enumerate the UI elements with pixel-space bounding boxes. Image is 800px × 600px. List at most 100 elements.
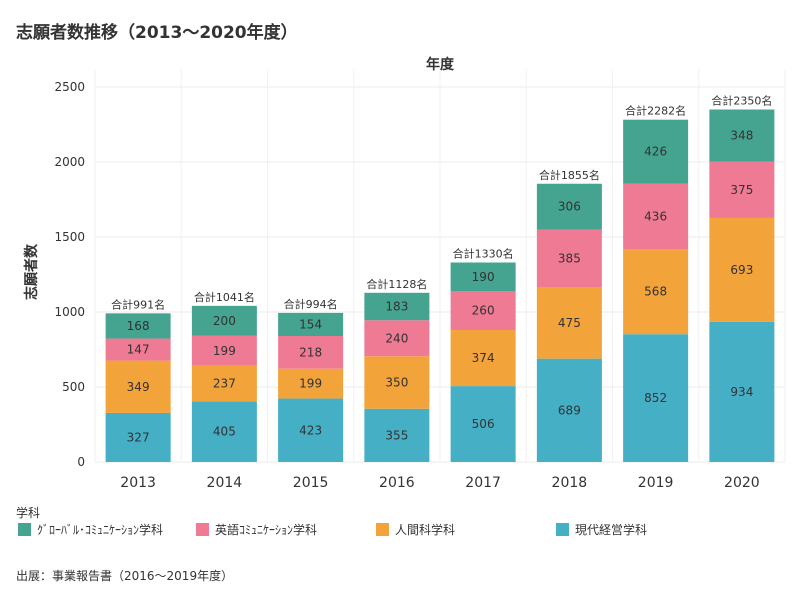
bar-segment — [364, 356, 430, 409]
x-tick-label: 2015 — [293, 475, 329, 491]
labels: 0 500 1000 1500 2000 2500 327 349 147 168 合計991名 20… — [54, 80, 772, 491]
total-label: 合計991名 — [111, 297, 165, 311]
bar-segment — [364, 408, 430, 462]
bar-segment — [278, 368, 344, 399]
total-label: 合計1041名 — [194, 290, 255, 304]
legend-swatch — [556, 522, 569, 536]
bar-segment — [364, 292, 430, 321]
x-axis-header: 年度 — [426, 56, 455, 73]
bar-segment — [191, 365, 257, 402]
x-tick-label: 2017 — [465, 475, 501, 491]
legend-item: 人間科学科 — [376, 520, 455, 538]
bars — [105, 109, 775, 462]
segment-value-label: 689 — [558, 403, 581, 417]
segment-value-label: 237 — [213, 376, 236, 390]
segment-value-label: 693 — [730, 263, 753, 277]
bar-segment — [709, 161, 775, 218]
segment-value-label: 436 — [644, 209, 667, 223]
segment-value-label: 154 — [299, 317, 322, 331]
segment-value-label: 405 — [213, 425, 236, 439]
legend-swatch — [196, 522, 209, 536]
y-tick-label: 2000 — [54, 155, 85, 169]
legend-swatch — [18, 522, 31, 536]
bar-segment — [709, 217, 775, 322]
segment-value-label: 506 — [472, 417, 495, 431]
bar-segment — [536, 183, 602, 230]
bar-segment — [536, 229, 602, 288]
x-tick-label: 2020 — [724, 475, 760, 491]
segment-value-label: 306 — [558, 200, 581, 214]
bar-segment — [709, 109, 775, 162]
bar-segment — [278, 398, 344, 462]
bar-segment — [105, 360, 171, 413]
legend-item: 英語ｺﾐｭﾆｹｰｼｮﾝ学科 — [196, 520, 317, 538]
x-tick-label: 2013 — [120, 475, 156, 491]
segment-value-label: 375 — [730, 183, 753, 197]
segment-value-label: 385 — [558, 252, 581, 266]
total-label: 合計2282名 — [625, 104, 686, 118]
legend-label: 英語ｺﾐｭﾆｹｰｼｮﾝ学科 — [215, 522, 318, 537]
bar-segment — [278, 312, 344, 336]
segment-value-label: 240 — [385, 331, 408, 345]
legend-title: 学科 — [16, 506, 41, 520]
bar-segment — [450, 330, 516, 387]
segment-value-label: 348 — [730, 129, 753, 143]
legend-item: 現代経営学科 — [556, 520, 647, 538]
segment-value-label: 190 — [472, 270, 495, 284]
segment-value-label: 426 — [644, 145, 667, 159]
bar-segment — [191, 401, 257, 462]
bar-segment — [536, 358, 602, 462]
y-tick-label: 2500 — [54, 80, 85, 94]
legend-item: ｸﾞﾛｰﾊﾞﾙ･ｺﾐｭﾆｹｰｼｮﾝ学科 — [18, 520, 163, 538]
bar-segment — [536, 287, 602, 359]
total-label: 合計1330名 — [453, 247, 514, 261]
x-tick-label: 2014 — [207, 475, 243, 491]
bar-segment — [450, 386, 516, 462]
bar-segment — [623, 183, 689, 249]
segment-value-label: 260 — [472, 304, 495, 318]
legend-label: ｸﾞﾛｰﾊﾞﾙ･ｺﾐｭﾆｹｰｼｮﾝ学科 — [37, 522, 164, 537]
bar-segment — [105, 313, 171, 339]
segment-value-label: 168 — [127, 319, 150, 333]
bar-segment — [105, 338, 171, 361]
y-tick-label: 1000 — [54, 305, 85, 319]
bar-segment — [623, 334, 689, 462]
bar-segment — [623, 119, 689, 184]
bar-segment — [278, 336, 344, 369]
legend-swatch — [376, 522, 389, 536]
y-axis-label: 志願者数 — [23, 243, 40, 300]
segment-value-label: 199 — [299, 377, 322, 391]
segment-value-label: 568 — [644, 285, 667, 299]
legend-label: 現代経営学科 — [575, 522, 648, 537]
chart-title: 志願者数推移（2013〜2020年度） — [16, 23, 298, 43]
bar-segment — [450, 291, 516, 330]
y-tick-label: 1500 — [54, 230, 85, 244]
bar-segment — [191, 305, 257, 336]
total-label: 合計1128名 — [366, 277, 427, 291]
source-note: 出展：事業報告書（2016〜2019年度） — [16, 569, 234, 583]
bar-segment — [450, 262, 516, 291]
bar-segment — [623, 249, 689, 335]
x-tick-label: 2018 — [552, 475, 588, 491]
y-tick-label: 0 — [77, 455, 85, 469]
total-label: 合計2350名 — [711, 94, 772, 108]
segment-value-label: 355 — [385, 428, 408, 442]
total-label: 合計1855名 — [539, 168, 600, 182]
segment-value-label: 349 — [127, 380, 150, 394]
y-tick-label: 500 — [62, 380, 85, 394]
bar-segment — [191, 335, 257, 366]
bar-segment — [364, 320, 430, 357]
legend-label: 人間科学科 — [395, 522, 456, 537]
segment-value-label: 183 — [385, 300, 408, 314]
bar-segment — [105, 412, 171, 462]
segment-value-label: 199 — [213, 344, 236, 358]
total-label: 合計994名 — [284, 297, 338, 311]
segment-value-label: 350 — [385, 376, 408, 390]
segment-value-label: 327 — [127, 430, 150, 444]
segment-value-label: 423 — [299, 423, 322, 437]
segment-value-label: 374 — [472, 351, 495, 365]
segment-value-label: 475 — [558, 316, 581, 330]
segment-value-label: 200 — [213, 314, 236, 328]
x-tick-label: 2019 — [638, 475, 674, 491]
